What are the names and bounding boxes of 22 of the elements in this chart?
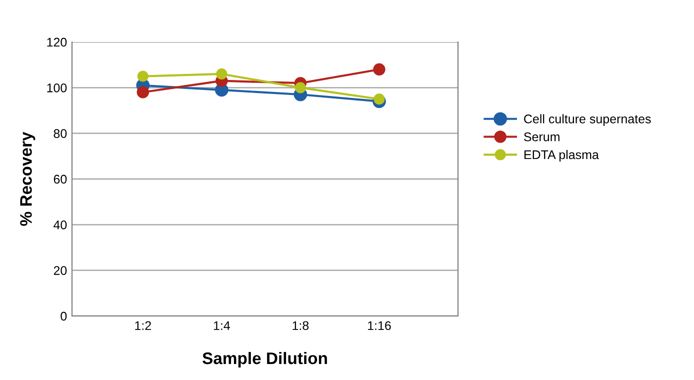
point: [136, 86, 150, 98]
y-tick-label: 80: [54, 129, 67, 138]
legend-label: EDTA plasma: [524, 150, 599, 162]
y-tick-label: 20: [54, 266, 67, 275]
point: [216, 68, 228, 80]
y-tick-label: 100: [47, 83, 67, 92]
point: [294, 82, 306, 94]
point: [137, 70, 148, 82]
x-tick-label: 1:16: [368, 321, 391, 330]
x-tick-label: 1:8: [292, 321, 309, 330]
y-tick-label: 0: [60, 312, 67, 321]
point: [374, 94, 385, 105]
x-axis-title: Sample Dilution: [202, 352, 327, 368]
x-tick-label: 1:4: [214, 321, 230, 330]
y-tick-label: 40: [54, 220, 67, 230]
x-tick-label: 1:2: [135, 321, 151, 330]
legend-label: Cell culture supernates: [524, 114, 651, 126]
y-tick-label: 60: [54, 174, 67, 184]
point: [373, 63, 386, 76]
legend-label: Serum: [524, 132, 560, 142]
y-tick-label: 120: [47, 38, 67, 47]
y-axis-title: % Recovery: [20, 132, 36, 226]
